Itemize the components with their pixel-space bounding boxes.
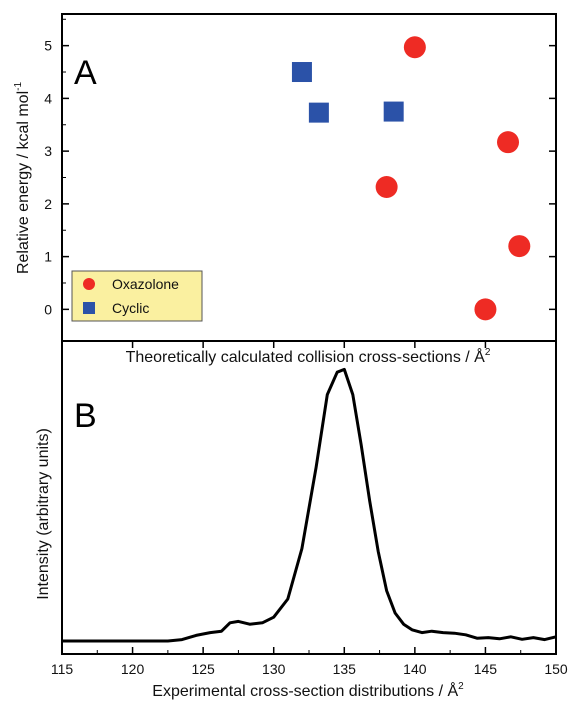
panel-a-x-axis-title-text: Theoretically calculated collision cross… — [126, 347, 486, 366]
panel-b-x-tick-label: 135 — [333, 661, 357, 677]
panel-b-x-axis-title: Experimental cross-section distributions… — [152, 681, 464, 700]
legend-marker-oxazolone — [83, 278, 95, 290]
panel-a-point-oxazolone — [474, 298, 497, 321]
panel-a-x-axis-title: Theoretically calculated collision cross… — [126, 347, 491, 366]
panel-a: 0 1 2 3 4 5 — [44, 18, 556, 321]
panel-a-point-cyclic — [291, 62, 312, 83]
legend-label-oxazolone: Oxazolone — [112, 276, 179, 292]
panel-b-x-tick-label: 120 — [121, 661, 145, 677]
panel-b-x-tick-label: 145 — [474, 661, 498, 677]
panel-b-x-tick-label: 115 — [51, 661, 74, 677]
panel-b-intensity-line — [62, 367, 557, 643]
panel-b-x-tick-label: 130 — [262, 661, 286, 677]
panel-b-x-tick-label: 140 — [403, 661, 427, 677]
panel-b-x-axis-title-text: Experimental cross-section distributions… — [152, 681, 458, 700]
panel-b-x-tick-label: 125 — [191, 661, 215, 677]
panel-b-x-axis-title-superscript: 2 — [458, 681, 464, 692]
legend: Oxazolone Cyclic — [71, 270, 203, 322]
panel-a-point-oxazolone — [403, 36, 426, 59]
panel-a-point-oxazolone — [497, 131, 520, 154]
panel-a-y-tick-label: 3 — [44, 143, 52, 159]
panel-a-y-tick-label: 0 — [44, 301, 52, 317]
legend-marker-cyclic — [83, 302, 95, 314]
legend-label-cyclic: Cyclic — [112, 300, 149, 316]
panel-a-y-tick-label: 5 — [44, 38, 52, 54]
panel-b-frame — [61, 340, 557, 655]
panel-b-x-tick-label: 150 — [544, 661, 568, 677]
panel-b-letter: B — [74, 397, 97, 435]
panel-a-point-cyclic — [308, 102, 329, 123]
panel-a-point-oxazolone — [508, 235, 531, 258]
panel-a-letter: A — [74, 54, 97, 92]
panel-a-y-tick-label: 2 — [44, 196, 52, 212]
panel-b: 115 120 125 130 135 140 145 150 — [51, 341, 568, 677]
panel-a-y-tick-label: 4 — [44, 90, 52, 106]
panel-a-point-oxazolone — [375, 175, 398, 198]
panel-a-y-axis-title-superscript: -1 — [13, 82, 24, 91]
panel-b-y-axis-title: Intensity (arbitrary units) — [35, 428, 52, 600]
panel-a-x-axis-title-superscript: 2 — [485, 347, 491, 358]
panel-a-y-axis-title: Relative energy / kcal mol-1 — [13, 82, 32, 275]
panel-a-y-tick-label: 1 — [44, 249, 52, 265]
panel-a-point-cyclic — [383, 101, 404, 122]
panel-a-y-axis-title-text: Relative energy / kcal mol — [15, 91, 32, 274]
